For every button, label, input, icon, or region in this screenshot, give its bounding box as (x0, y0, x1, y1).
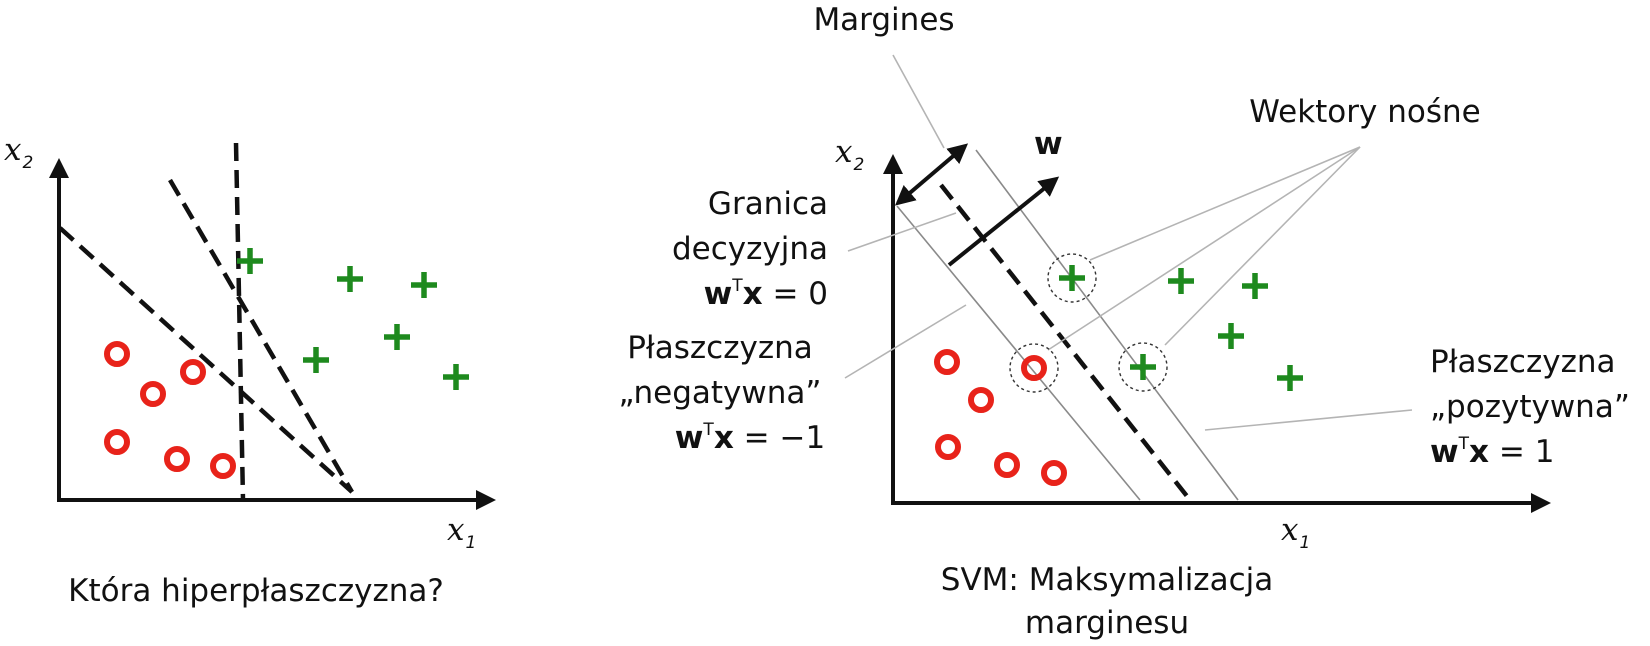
left-x-axis-label: x1 (447, 512, 476, 553)
right-positive-points (1059, 265, 1303, 391)
circle-icon (1041, 460, 1067, 486)
support-vector-ring (1047, 253, 1097, 303)
margins-pointer (892, 54, 945, 149)
support-vector-ring (1009, 343, 1059, 393)
plus-icon (384, 324, 410, 350)
left-negative-points (104, 341, 236, 479)
circle-icon (180, 359, 206, 385)
right-x-axis-label: x1 (1281, 512, 1310, 553)
negative-plane-pointer (844, 304, 967, 379)
margins-label: Margines (813, 2, 954, 38)
circle-icon (935, 434, 961, 460)
right-y-axis-label: x2 (835, 134, 864, 175)
circle-icon (164, 446, 190, 472)
boundary-pointer (847, 212, 957, 252)
sv-pointer-1 (1089, 146, 1361, 261)
negative-plane-line1: Płaszczyzna (627, 330, 813, 366)
left-y-axis-label: x2 (4, 132, 33, 173)
boundary-line1: Granica (708, 186, 828, 222)
support-vectors-label: Wektory nośne (1249, 94, 1480, 130)
right-negative-points (934, 349, 1067, 486)
plus-icon (1130, 354, 1156, 380)
plus-icon (1168, 268, 1194, 294)
right-caption-line1: SVM: Maksymalizacja (941, 562, 1273, 598)
circle-icon (968, 387, 994, 413)
left-hyperplane-3 (233, 142, 246, 501)
positive-plane-line (975, 149, 1239, 501)
negative-plane-equation: wTx = −1 (675, 420, 825, 456)
decision-boundary-label: Granica decyzyjna wTx = 0 (672, 186, 828, 312)
right-panel: x2 x1 w (619, 2, 1630, 641)
plus-icon (443, 364, 469, 390)
circle-icon (104, 429, 130, 455)
right-caption-line2: marginesu (1025, 605, 1189, 641)
circle-icon (994, 452, 1020, 478)
negative-plane-label: Płaszczyzna „negatywna” wTx = −1 (619, 330, 826, 456)
positive-plane-pointer (1204, 409, 1413, 431)
left-caption: Która hiperpłaszczyzna? (68, 573, 444, 609)
sv-pointer-3 (1164, 146, 1361, 346)
circle-icon (934, 349, 960, 375)
plus-icon (1242, 273, 1268, 299)
plus-icon (237, 248, 263, 274)
decision-boundary-line (939, 183, 1192, 502)
plus-icon (1218, 323, 1244, 349)
w-vector-label: w (1034, 126, 1063, 162)
circle-icon (210, 453, 236, 479)
positive-plane-line1: Płaszczyzna (1430, 344, 1616, 380)
w-vector-arrow (947, 176, 1060, 267)
plus-icon (411, 272, 437, 298)
negative-plane-line (896, 205, 1141, 501)
plus-icon (303, 347, 329, 373)
left-hyperplane-1 (58, 226, 354, 494)
circle-icon (1021, 355, 1047, 381)
plus-icon (337, 266, 363, 292)
left-panel: x2 x1 Która hiperpłaszczyzna? (4, 132, 496, 609)
plus-icon (1059, 265, 1085, 291)
positive-plane-label: Płaszczyzna „pozytywna” wTx = 1 (1430, 344, 1630, 470)
boundary-equation: wTx = 0 (704, 276, 828, 312)
sv-pointer-2 (1047, 146, 1361, 351)
plus-icon (1277, 365, 1303, 391)
positive-plane-line2: „pozytywna” (1430, 389, 1630, 425)
negative-plane-line2: „negatywna” (619, 375, 822, 411)
boundary-line2: decyzyjna (672, 231, 828, 267)
left-positive-points (237, 248, 469, 390)
circle-icon (104, 341, 130, 367)
positive-plane-equation: wTx = 1 (1430, 434, 1554, 470)
left-hyperplane-2 (168, 178, 354, 494)
margin-arrow (894, 143, 969, 206)
support-vector-ring (1118, 342, 1168, 392)
circle-icon (140, 381, 166, 407)
